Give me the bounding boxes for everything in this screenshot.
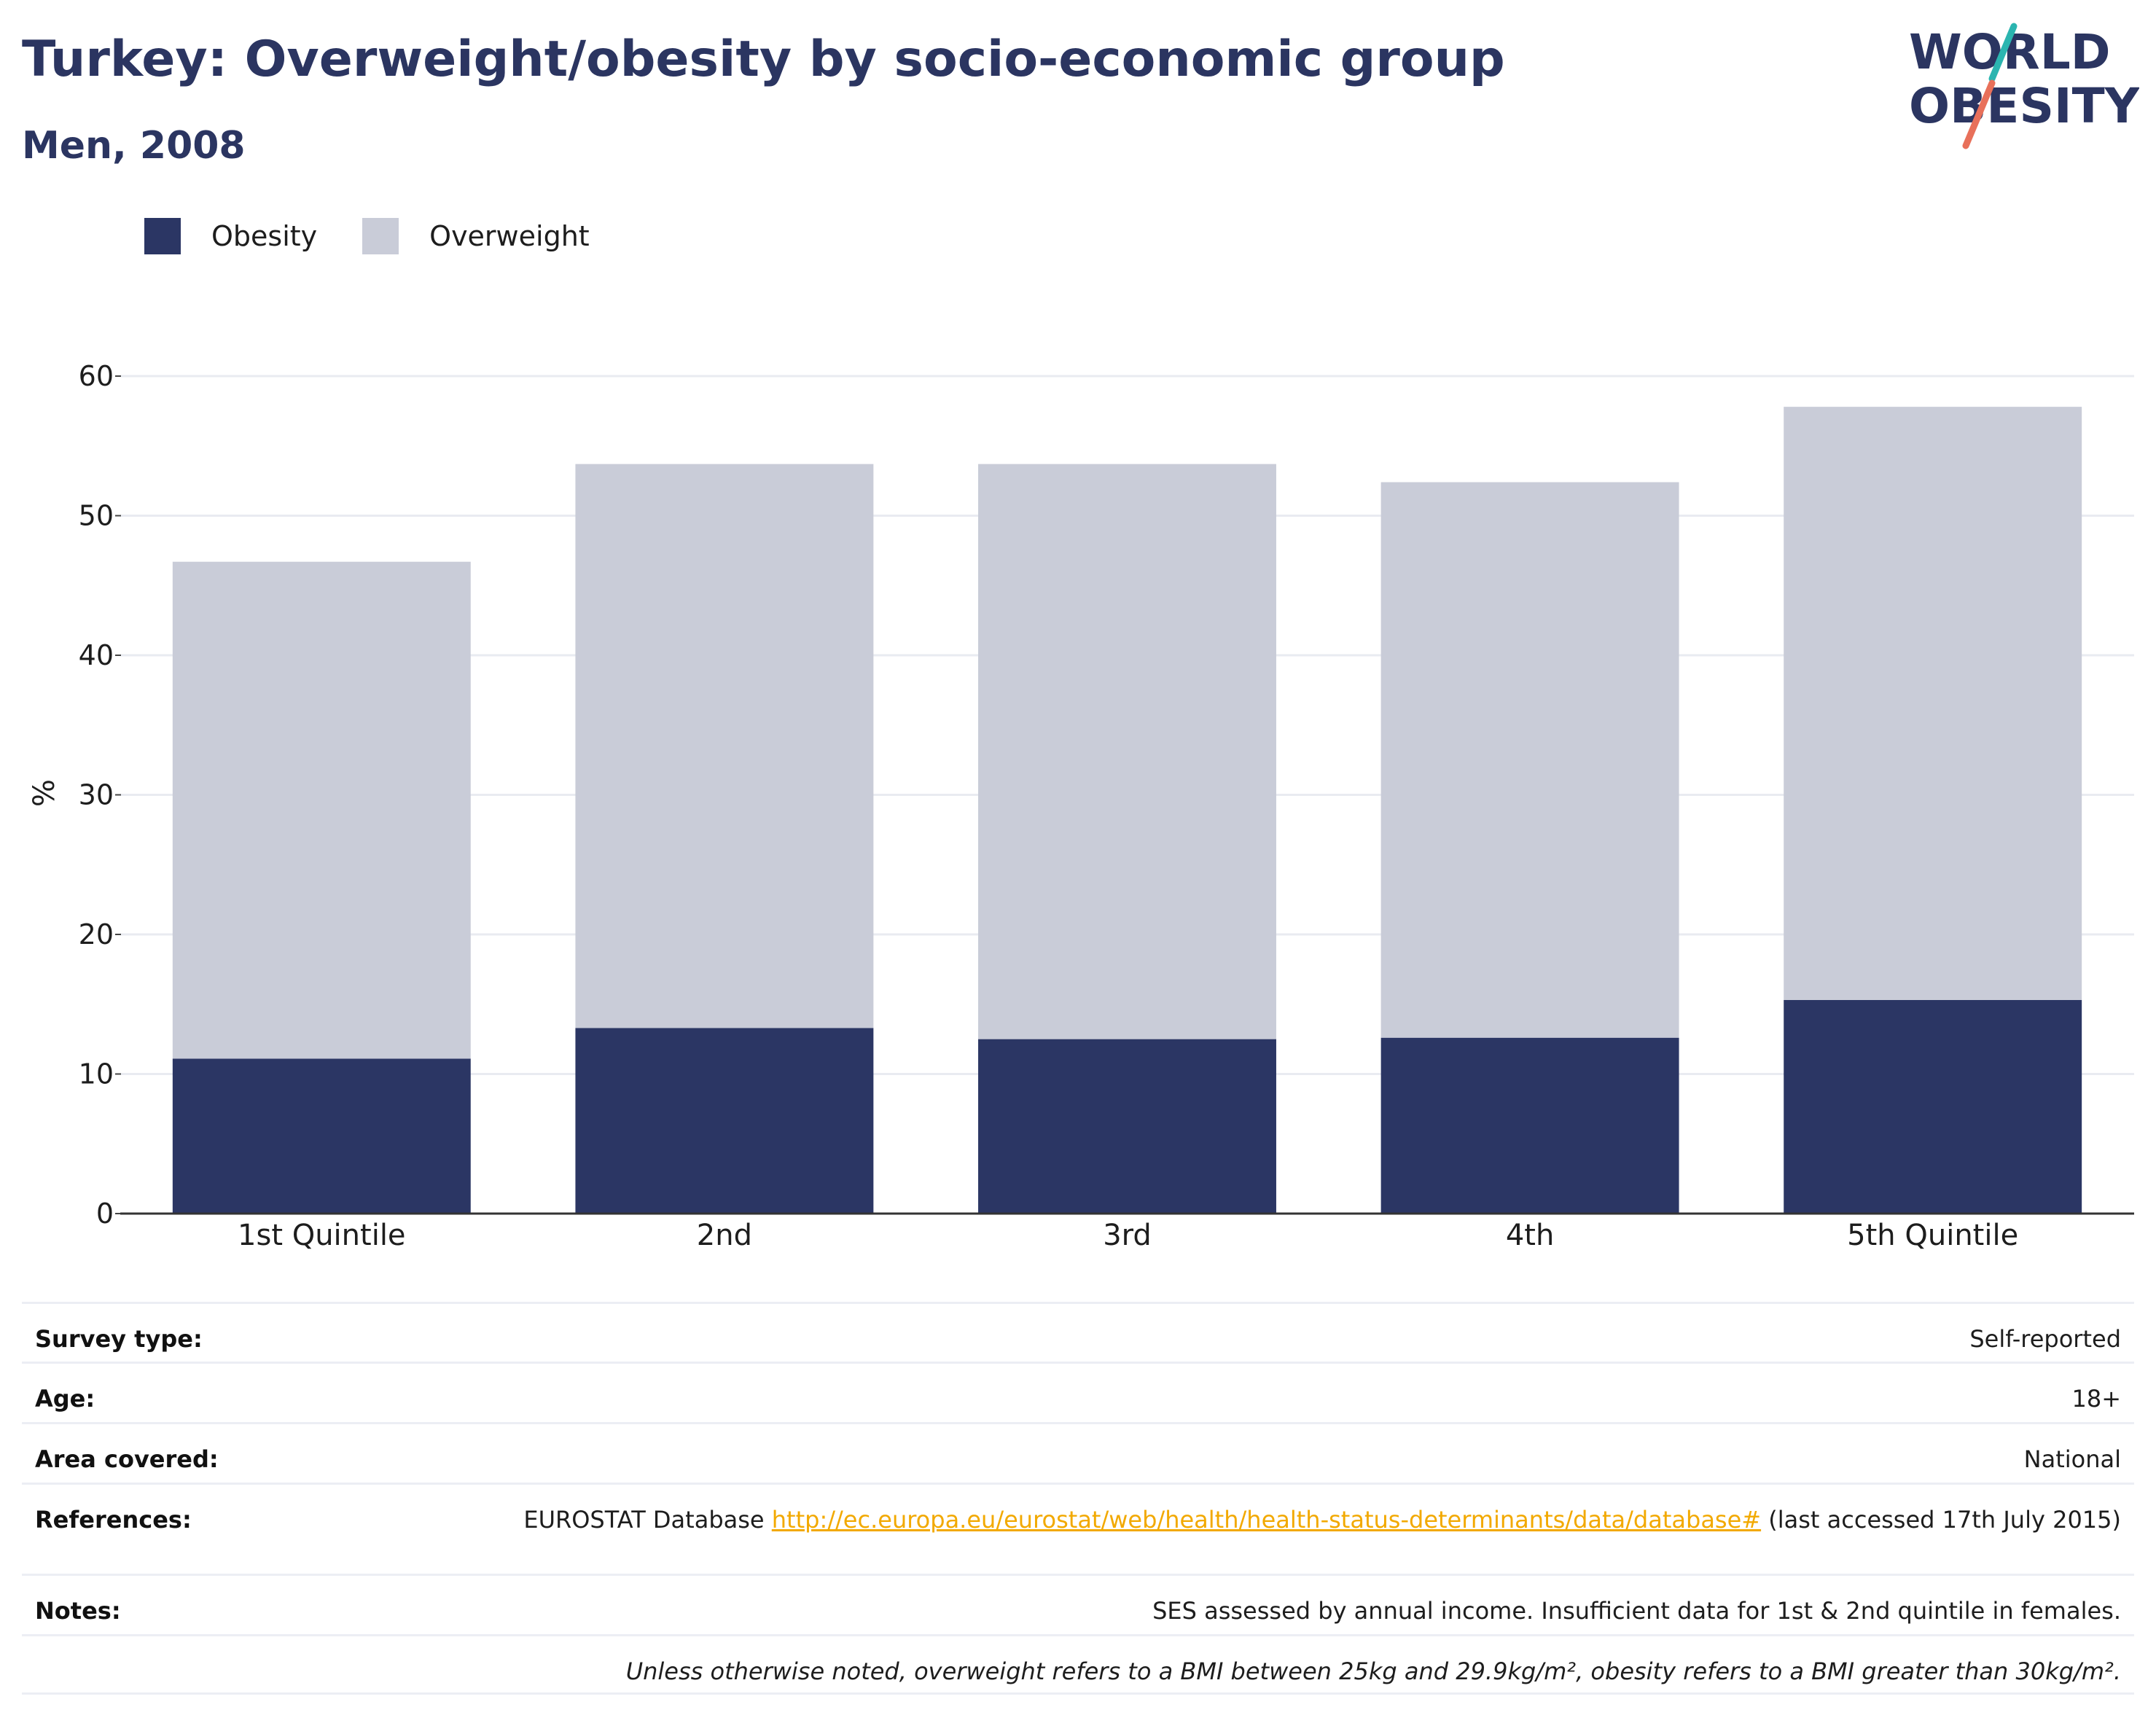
info-row-footnote: Unless otherwise noted, overweight refer… [22,1634,2134,1695]
bar-overweight-3 [978,464,1276,1039]
info-value-area: National [2023,1445,2121,1473]
references-suffix: (last accessed 17th July 2015) [1761,1506,2121,1534]
info-table: Survey type: Self-reported Age: 18+ Area… [22,1302,2134,1695]
info-value-references: EUROSTAT Database http://ec.europa.eu/eu… [523,1505,2121,1534]
world-obesity-logo: WORLD OBESITY [1909,23,2139,149]
y-tick-label: 20 [79,918,114,950]
info-label-area: Area covered: [35,1445,219,1473]
chart-legend: Obesity Overweight [144,216,635,257]
chart-title: Turkey: Overweight/obesity by socio-econ… [22,31,1505,88]
bar-obesity-5 [1784,1000,2082,1214]
chart-subtitle: Men, 2008 [22,124,246,168]
legend-swatch-overweight [362,218,399,254]
info-value-notes: SES assessed by annual income. Insuffici… [1152,1597,2121,1625]
axes: 0 10 20 30 40 50 60 1st Quintile 2nd 3rd 4th 5th Qu… [79,360,2134,1252]
y-tick-label: 0 [96,1198,114,1230]
legend-item-overweight: Overweight [362,218,590,254]
info-row-survey-type: Survey type: Self-reported [22,1302,2134,1362]
bars [172,407,2082,1214]
bar-overweight-2 [575,464,874,1028]
legend-label-overweight: Overweight [429,220,590,252]
legend-item-obesity: Obesity [144,218,317,254]
info-row-references: References: EUROSTAT Database http://ec.… [22,1483,2134,1574]
x-tick-label: 5th Quintile [1847,1219,2018,1252]
bar-overweight-1 [172,561,471,1059]
bmi-footnote: Unless otherwise noted, overweight refer… [625,1657,2121,1685]
bar-obesity-2 [575,1028,874,1214]
info-value-age: 18+ [2071,1385,2121,1413]
bar-obesity-4 [1380,1037,1679,1214]
info-row-area: Area covered: National [22,1422,2134,1483]
logo-slash-teal [1988,23,2018,82]
x-tick-label: 2nd [697,1219,752,1252]
y-tick-label: 50 [79,500,114,532]
logo-line2: OBESITY [1909,78,2139,134]
bar-obesity-1 [172,1058,471,1214]
y-tick-label: 10 [79,1058,114,1090]
y-axis-title: % [28,779,61,807]
y-tick-label: 30 [79,779,114,811]
y-tick-label: 40 [79,639,114,671]
info-label-references: References: [35,1506,192,1534]
bar-overweight-5 [1784,407,2082,1001]
x-tick-label: 1st Quintile [238,1219,406,1252]
x-tick-label: 3rd [1103,1219,1152,1252]
info-label-survey-type: Survey type: [35,1325,203,1353]
info-label-notes: Notes: [35,1597,121,1625]
legend-label-obesity: Obesity [211,220,318,252]
x-tick-label: 4th [1506,1219,1554,1252]
references-link[interactable]: http://ec.europa.eu/eurostat/web/health/… [771,1506,1762,1534]
legend-swatch-obesity [144,218,181,254]
logo-slash-coral [1962,79,1996,149]
bar-obesity-3 [978,1039,1276,1214]
info-value-survey-type: Self-reported [1969,1325,2121,1353]
y-tick-label: 60 [79,360,114,392]
info-row-notes: Notes: SES assessed by annual income. In… [22,1574,2134,1634]
bar-overweight-4 [1380,482,1679,1038]
stacked-bar-chart: 0 10 20 30 40 50 60 1st Quintile 2nd 3rd 4th 5th Qu… [28,360,2134,1252]
references-prefix: EUROSTAT Database [523,1506,772,1534]
info-row-age: Age: 18+ [22,1362,2134,1422]
info-label-age: Age: [35,1385,95,1413]
